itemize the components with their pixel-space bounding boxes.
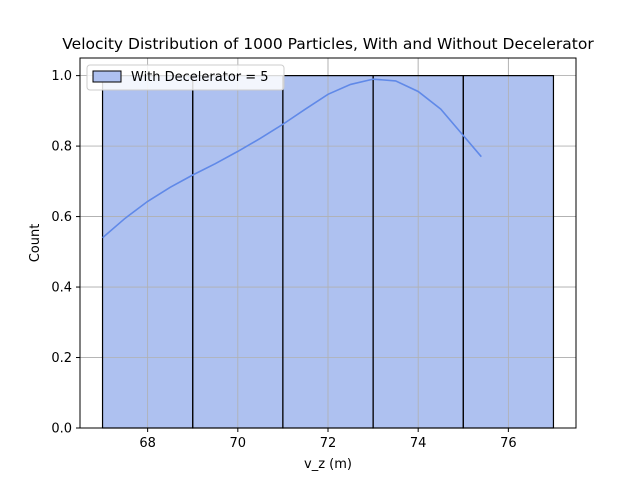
x-tick-label: 70	[230, 436, 247, 451]
legend-label: With Decelerator = 5	[131, 70, 269, 85]
x-tick-label: 72	[320, 436, 337, 451]
y-tick-label: 0.0	[51, 422, 72, 437]
x-tick-label: 68	[139, 436, 156, 451]
histogram-bars	[80, 58, 576, 429]
x-tick-label: 76	[500, 436, 517, 451]
legend-box	[86, 64, 285, 91]
x-axis-label: v_z (m)	[304, 457, 352, 472]
y-tick-label: 0.2	[51, 351, 72, 366]
x-tick-label: 74	[410, 436, 427, 451]
y-axis-ticks: 0.0 0.2 0.4 0.6 0.8 1.0	[51, 69, 80, 437]
legend: With Decelerator = 5	[86, 64, 285, 91]
y-tick-label: 0.4	[51, 281, 72, 296]
chart-title: Velocity Distribution of 1000 Particles,…	[62, 35, 594, 53]
legend-swatch	[92, 70, 122, 83]
y-tick-label: 0.6	[51, 210, 72, 225]
x-axis-ticks: 68 70 72 74 76	[139, 428, 517, 451]
y-axis-label: Count	[28, 224, 43, 263]
y-tick-label: 0.8	[51, 140, 72, 155]
kde-curve	[102, 78, 482, 239]
y-tick-label: 1.0	[51, 69, 72, 84]
